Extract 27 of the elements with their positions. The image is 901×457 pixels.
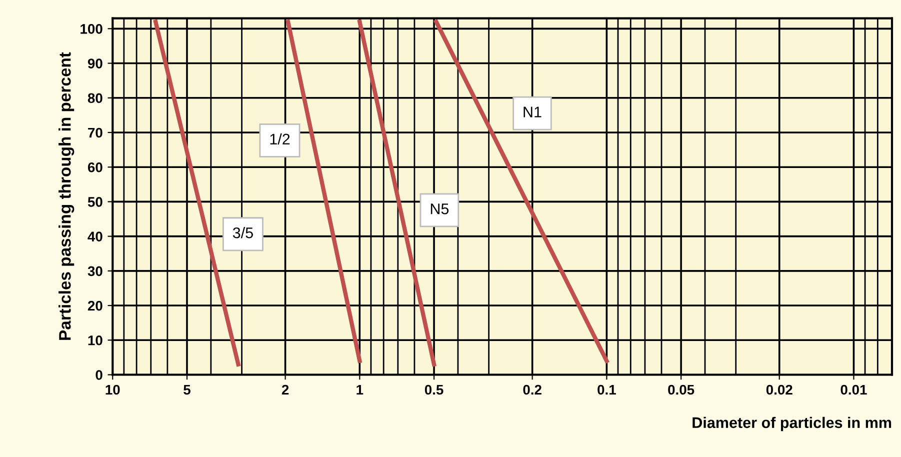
x-tick-label: 0.02 [766, 384, 792, 395]
x-tick-label: 1 [356, 384, 364, 395]
series-label: 3/5 [232, 227, 253, 238]
y-axis-title: Particles passing through in percent [58, 52, 74, 340]
y-tick-label: 100 [80, 24, 102, 34]
series-label: N5 [430, 204, 449, 214]
x-axis-title: Diameter of particles in mm [692, 416, 892, 432]
x-tick-label: 0.2 [523, 384, 542, 395]
x-tick-label: 2 [282, 384, 289, 395]
x-tick-label: 10 [106, 384, 120, 395]
x-tick-label: 0.1 [598, 384, 616, 395]
x-tick-label: 0.5 [424, 384, 444, 395]
y-tick-label: 70 [88, 128, 102, 138]
series-label: 1/2 [270, 133, 290, 145]
y-tick-label: 20 [88, 300, 102, 311]
y-tick-label: 90 [88, 58, 102, 68]
x-tick-label: 0.01 [840, 384, 867, 395]
x-tick-label: 0.05 [668, 384, 694, 395]
y-tick-label: 30 [88, 266, 102, 276]
text: N1 [524, 106, 542, 118]
y-tick-label: 50 [88, 197, 102, 207]
y-tick-label: 40 [88, 232, 102, 242]
y-tick-label: 80 [88, 93, 102, 104]
y-tick-label: 0 [96, 370, 102, 380]
x-tick-label: 5 [184, 384, 190, 395]
y-tick-label: 60 [88, 162, 102, 172]
y-tick-label: 10 [88, 335, 102, 346]
